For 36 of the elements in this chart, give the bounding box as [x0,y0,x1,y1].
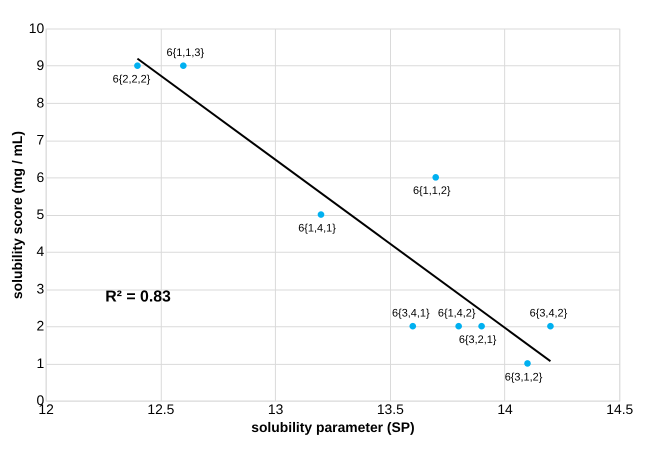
point [409,322,416,330]
x-tick-label: 14.5 [606,401,634,418]
x-tick-label: 12.5 [147,401,175,418]
y-tick-label: 5 [36,206,44,222]
y-tick-label: 4 [36,243,44,260]
point [547,322,554,330]
y-axis-title: solubility score (mg / mL) [8,131,25,300]
y-tick-label: 7 [36,132,44,148]
x-tick-label: 14 [497,401,514,418]
point [478,322,485,330]
point [134,62,141,70]
y-tick-label: 10 [28,20,44,36]
annotation: 6{1,1,3} [166,46,204,59]
y-tick-label: 1 [36,354,44,371]
annotation: 6{3,2,1} [458,334,497,346]
annotation: 6{3,1,2} [504,371,543,384]
point [318,211,324,218]
x-tick-label: 13.5 [376,401,404,418]
annotation: 6{1,4,2} [438,307,476,320]
annotation: 6{2,2,2} [112,74,151,86]
point [524,360,531,367]
annotation: 6{1,1,2} [412,185,451,198]
annotation: R² = 0.83 [105,288,172,306]
point [180,62,187,70]
annotation: 6{3,4,1} [392,307,430,320]
y-tick-label: 2 [36,318,44,334]
point [432,174,440,181]
y-tick-label: 8 [36,94,44,110]
y-tick-label: 3 [36,280,44,296]
point [455,322,462,330]
y-tick-label: 6 [36,168,44,185]
annotation: 6{1,4,1} [298,222,336,234]
x-axis-title: solubility parameter (SP) [251,418,415,435]
annotation: 6{3,4,2} [530,307,568,320]
y-tick-label: 9 [36,57,44,74]
x-tick-label: 13 [268,401,284,418]
